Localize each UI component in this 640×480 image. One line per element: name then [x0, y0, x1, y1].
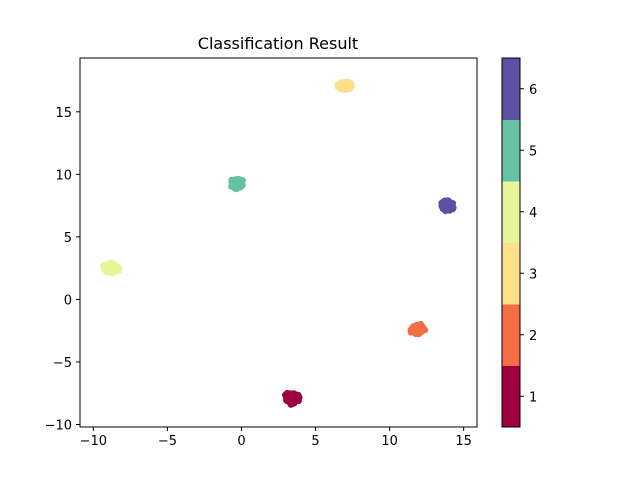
- cluster-class-3: [334, 78, 355, 93]
- colorbar: 1 2 3 4 5 6: [501, 57, 537, 428]
- x-tick-label: −5: [158, 434, 177, 449]
- x-tick-label: 10: [381, 434, 398, 449]
- y-tick-label: −5: [53, 356, 72, 371]
- colorbar-segment: [502, 119, 520, 182]
- data-point: [442, 204, 449, 211]
- data-point: [339, 82, 346, 89]
- y-tick-label: 15: [55, 106, 72, 121]
- chart-title: Classification Result: [198, 34, 358, 53]
- data-point: [285, 397, 293, 404]
- colorbar-segment: [502, 58, 520, 120]
- x-tick-label: −10: [80, 434, 107, 449]
- data-point: [295, 393, 303, 400]
- cluster-class-1: [282, 390, 303, 408]
- cluster-class-5: [228, 175, 246, 193]
- y-axis: −10 −5 0 5 10 15: [45, 106, 80, 433]
- x-axis: −10 −5 0 5 10 15: [80, 427, 472, 449]
- y-tick-label: 5: [64, 231, 72, 246]
- x-tick-label: 0: [237, 434, 245, 449]
- cluster-class-4: [100, 259, 123, 277]
- colorbar-tick-label: 1: [529, 390, 537, 405]
- y-tick-label: 10: [55, 168, 72, 183]
- data-point: [419, 325, 427, 332]
- data-point: [104, 262, 111, 270]
- cluster-class-6: [438, 197, 457, 215]
- colorbar-segment: [502, 242, 520, 305]
- colorbar-tick-label: 6: [529, 83, 537, 98]
- colorbar-segment: [502, 365, 520, 428]
- y-tick-label: 0: [64, 293, 72, 308]
- colorbar-tick-label: 4: [529, 206, 537, 221]
- colorbar-tick-label: 3: [529, 267, 537, 282]
- x-tick-label: 5: [311, 434, 319, 449]
- colorbar-tick-label: 2: [529, 329, 537, 344]
- colorbar-segment: [502, 304, 520, 366]
- colorbar-tick-label: 5: [529, 144, 537, 159]
- data-point: [230, 179, 237, 186]
- data-point: [444, 197, 451, 204]
- colorbar-segment: [502, 181, 520, 243]
- y-tick-label: −10: [45, 418, 72, 433]
- scatter-points: [100, 78, 457, 408]
- plot-area-frame: [79, 57, 478, 428]
- colorbar-frame: [501, 57, 521, 428]
- data-point: [412, 325, 419, 332]
- cluster-class-2: [407, 320, 429, 338]
- x-tick-label: 15: [455, 434, 472, 449]
